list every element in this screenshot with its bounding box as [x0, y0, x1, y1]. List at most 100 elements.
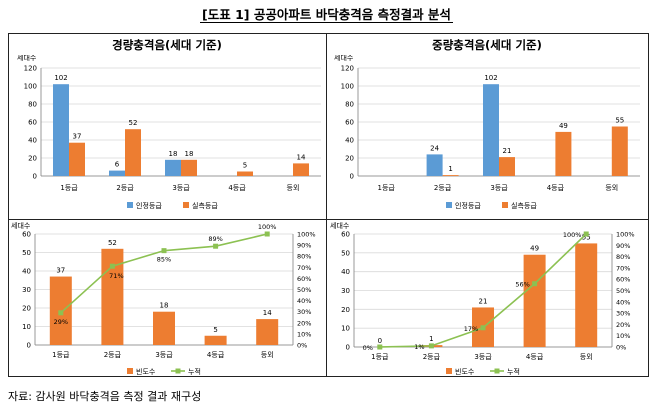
y2-tick-label: 50% [297, 286, 311, 294]
cumulative-point [377, 344, 383, 350]
y-tick-label: 50 [341, 249, 350, 257]
legend-swatch [127, 202, 133, 208]
y-tick-label: 10 [22, 323, 31, 331]
y2-tick-label: 30% [616, 310, 630, 318]
x-tick-label: 3등급 [474, 353, 492, 361]
data-label: 14 [297, 153, 306, 161]
y-tick-label: 30 [22, 286, 31, 294]
data-label: 18 [169, 150, 178, 158]
y2-tick-label: 80% [297, 253, 311, 261]
bar-frequency [523, 254, 546, 347]
y-tick-label: 20 [345, 155, 354, 163]
data-label: 102 [484, 74, 497, 82]
bar-measured [499, 157, 515, 176]
y-tick-label: 0 [27, 342, 31, 350]
x-tick-label: 4등급 [526, 353, 544, 361]
data-label: 49 [559, 122, 568, 130]
light-pareto-chart: 세대수 0 10 20 30 40 50 60 0% 10% 20% 30% 40% 50% 60% 70% 8… [11, 221, 316, 376]
y-axis-title: 세대수 [334, 55, 354, 62]
data-label: 5 [243, 162, 247, 170]
data-label: 55 [615, 117, 624, 125]
data-label: 1 [429, 335, 433, 343]
data-label: 0 [378, 337, 382, 345]
bar-measured [69, 142, 85, 176]
data-label: 6 [115, 161, 120, 169]
y-tick-label: 20 [22, 305, 31, 313]
x-tick-label: 등외 [605, 183, 618, 192]
cumulative-point [532, 281, 538, 287]
legend-label: 누적 [507, 367, 520, 376]
y2-tick-label: 70% [616, 264, 630, 272]
y2-tick-label: 80% [616, 253, 630, 261]
cumulative-label: 0% [363, 344, 373, 352]
bar-certified [109, 170, 125, 176]
heavy-bar-chart: 세대수 0 20 40 60 80 100 120 1등급 2등급 24 1 3등급 102 21 4등급 49… [334, 55, 640, 210]
x-tick-label: 3등급 [172, 184, 190, 192]
bar-measured [181, 159, 197, 176]
y-tick-label: 60 [28, 119, 37, 127]
y-tick-label: 60 [22, 231, 31, 239]
cumulative-label: 29% [54, 318, 68, 326]
cumulative-point [583, 231, 589, 237]
legend-swatch [446, 202, 452, 208]
y-tick-label: 40 [341, 268, 350, 276]
bar-measured [555, 131, 572, 176]
page-title-text: [도표 1] 공공아파트 바닥충격음 측정결과 분석 [200, 7, 453, 23]
x-tick-label: 등외 [261, 350, 274, 359]
cumulative-label: 56% [515, 281, 529, 289]
cumulative-label: 100% [563, 231, 582, 239]
cumulative-label: 100% [258, 223, 277, 231]
cumulative-point [58, 310, 64, 316]
cumulative-point [109, 263, 115, 269]
x-tick-label: 3등급 [490, 184, 508, 192]
y2-tick-label: 0% [616, 344, 626, 352]
cumulative-point [264, 231, 270, 237]
y2-tick-label: 100% [297, 231, 316, 239]
bar-frequency [153, 311, 175, 345]
legend-swatch [446, 368, 452, 374]
data-label: 24 [430, 144, 439, 152]
cumulative-label: 71% [109, 272, 123, 280]
y2-tick-label: 20% [616, 321, 630, 329]
data-label: 55 [582, 233, 591, 241]
data-label: 49 [530, 245, 539, 253]
cumulative-point [480, 325, 486, 331]
x-tick-label: 3등급 [155, 351, 173, 359]
x-tick-label: 등외 [580, 352, 593, 361]
y2-tick-label: 10% [616, 332, 630, 340]
legend-swatch [183, 202, 189, 208]
data-label: 37 [73, 133, 82, 141]
y-tick-label: 50 [22, 249, 31, 257]
legend-label: 인정등급 [136, 201, 162, 210]
y-tick-label: 20 [341, 306, 350, 314]
frame-divider-horizontal [8, 219, 649, 220]
x-tick-label: 2등급 [423, 353, 441, 361]
bar-measured [442, 175, 459, 176]
y-tick-label: 80 [345, 101, 354, 109]
x-tick-label: 등외 [287, 183, 300, 192]
y2-tick-label: 40% [616, 298, 630, 306]
y-tick-label: 40 [22, 268, 31, 276]
x-tick-label: 1등급 [371, 353, 389, 361]
x-tick-label: 4등급 [547, 184, 565, 192]
y-tick-label: 120 [24, 65, 37, 73]
cumulative-label: 17% [464, 325, 478, 333]
legend-label: 누적 [188, 367, 201, 376]
y-tick-label: 40 [28, 137, 37, 145]
x-tick-label: 1등급 [60, 184, 78, 192]
y2-tick-label: 50% [616, 287, 630, 295]
x-tick-label: 2등급 [104, 351, 122, 359]
y2-tick-label: 60% [616, 276, 630, 284]
legend-marker [175, 368, 181, 374]
x-tick-label: 4등급 [228, 184, 246, 192]
x-tick-label: 4등급 [207, 351, 225, 359]
data-label: 37 [56, 267, 65, 275]
data-label: 5 [213, 326, 217, 334]
legend-label: 빈도수 [136, 367, 156, 376]
legend-swatch [127, 368, 133, 374]
y2-tick-label: 90% [616, 242, 630, 250]
y2-tick-label: 40% [297, 297, 311, 305]
data-label: 102 [54, 74, 67, 82]
y-axis-title: 세대수 [17, 55, 37, 62]
light-bar-chart: 세대수 0 20 40 60 80 100 120 1등급 102 37 2등급 6 52 3등급 18 18 4… [17, 55, 321, 210]
